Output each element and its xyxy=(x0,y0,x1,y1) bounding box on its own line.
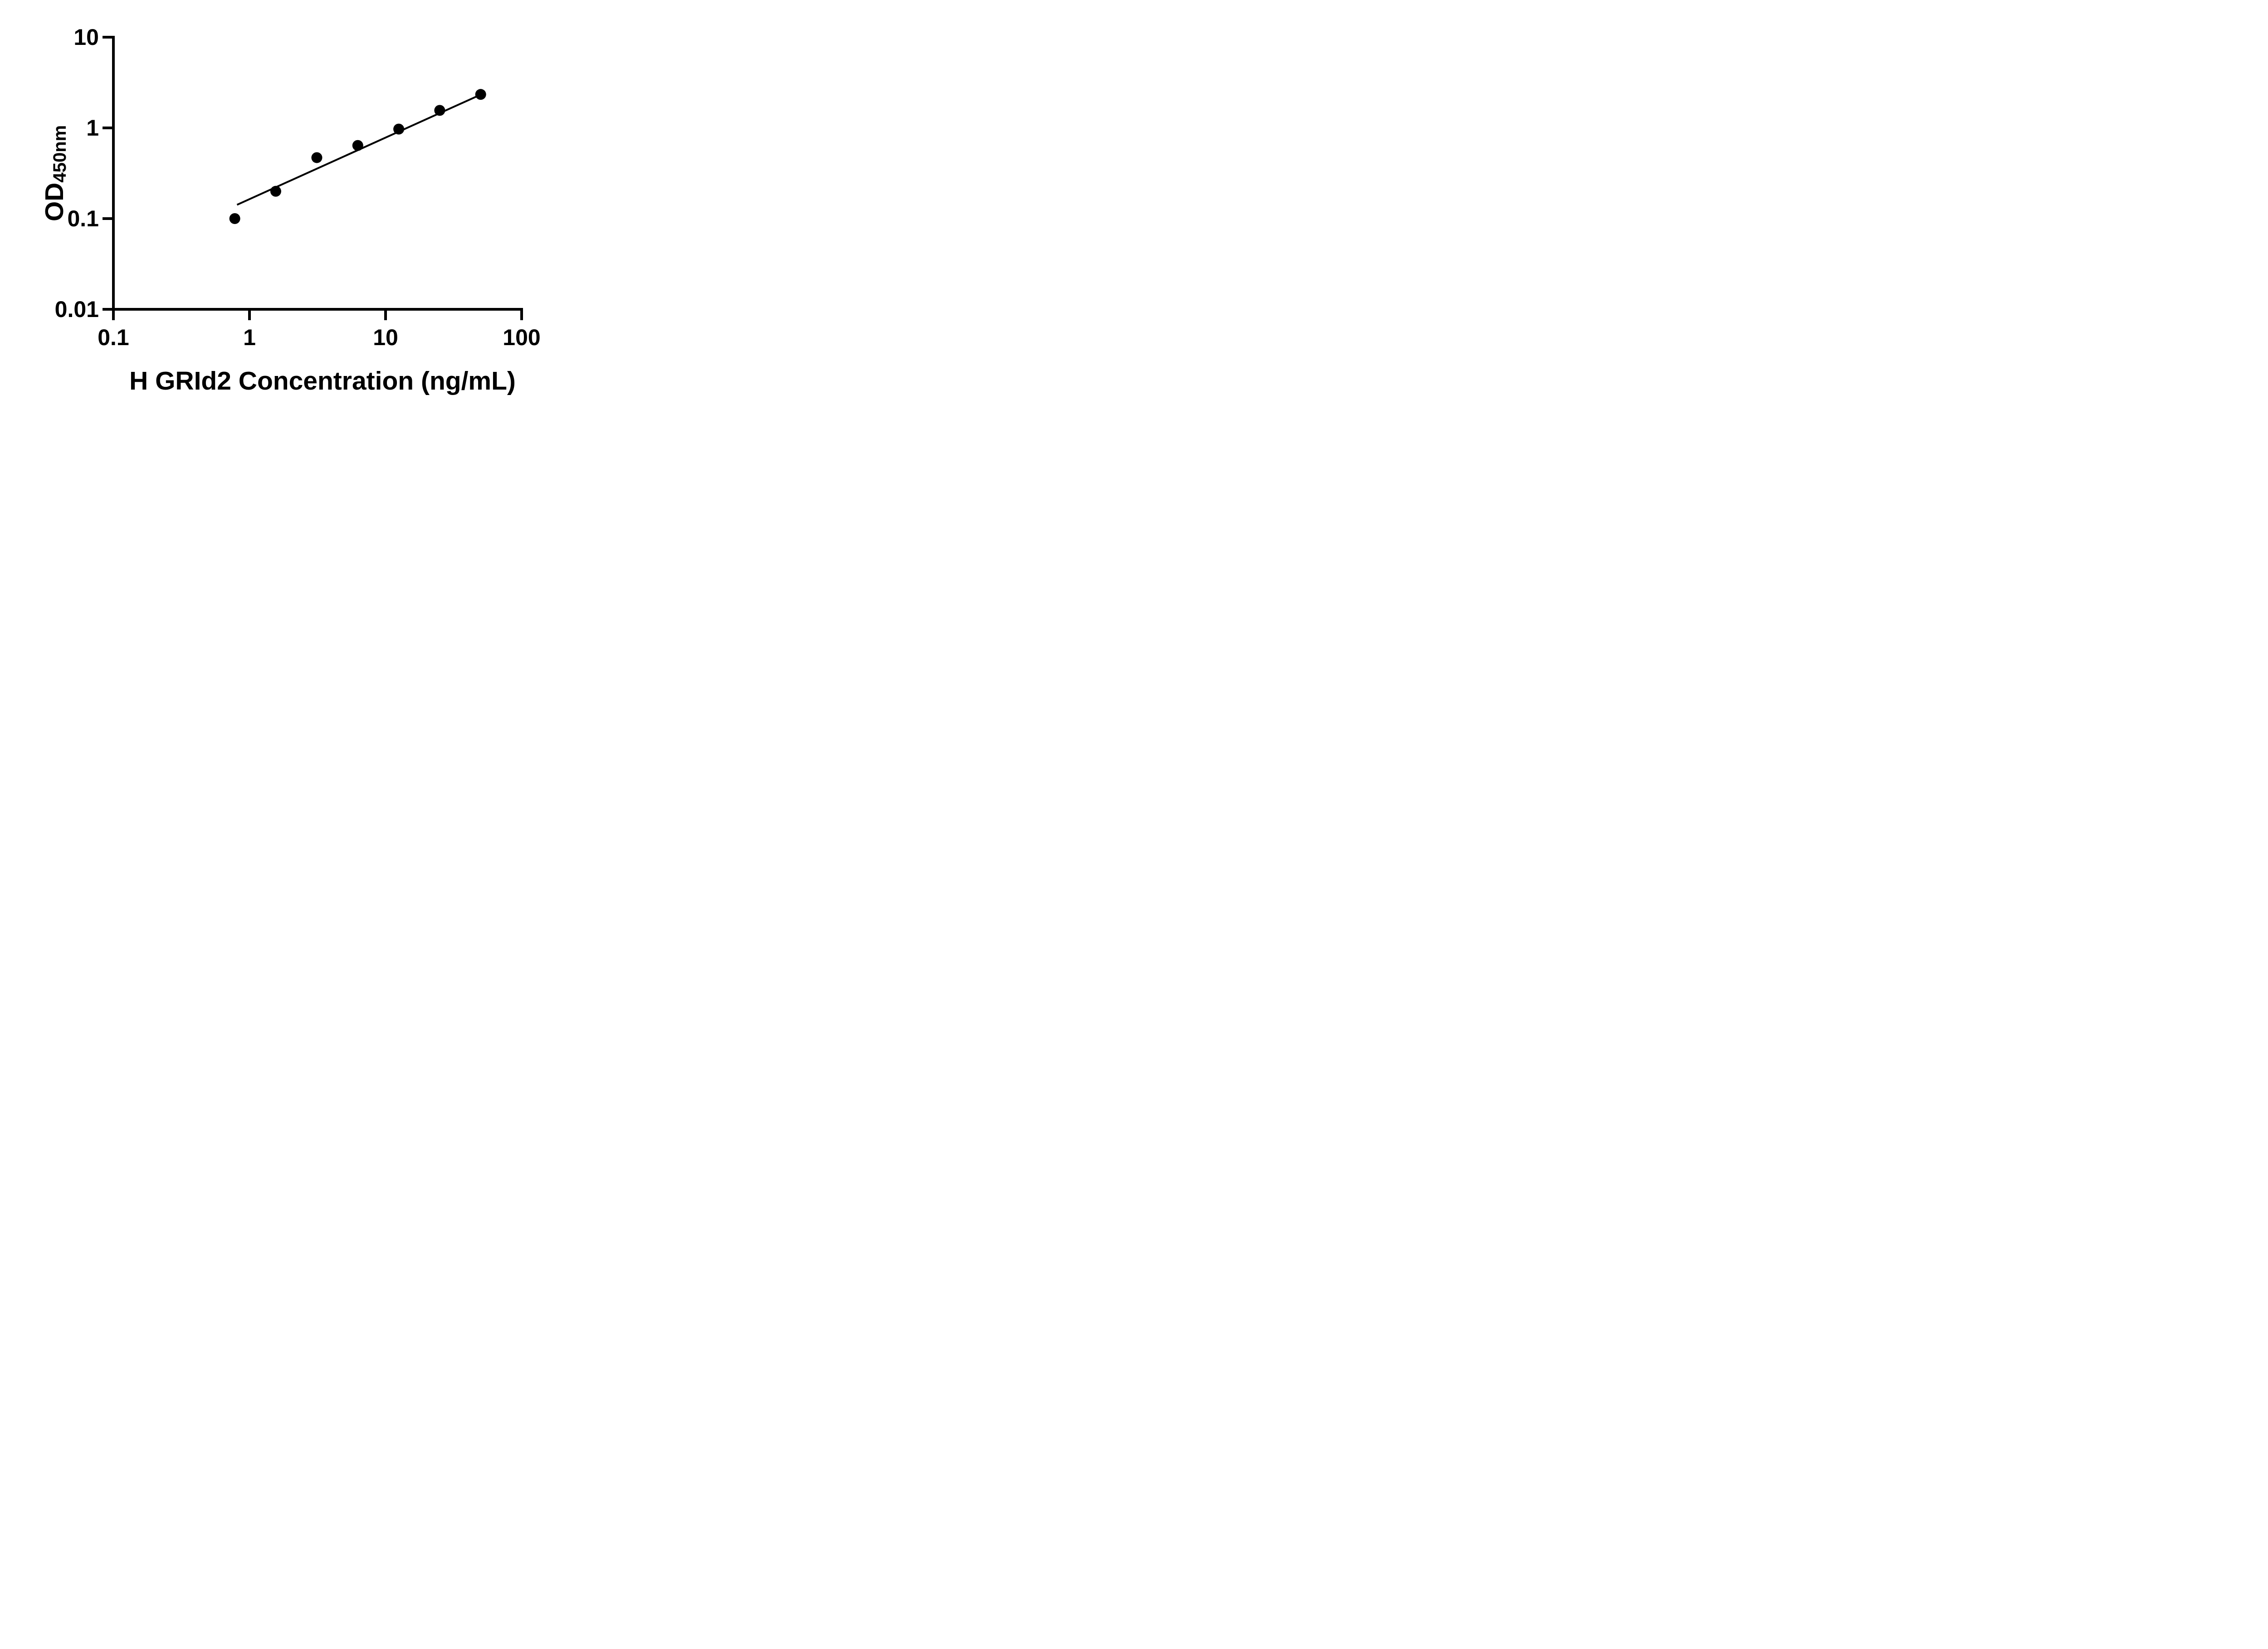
y-axis-title-main: OD xyxy=(40,183,69,222)
y-tick-label: 0.01 xyxy=(55,297,99,322)
x-tick-label: 1 xyxy=(243,325,256,350)
data-point xyxy=(434,105,445,116)
y-tick-label: 0.1 xyxy=(67,206,99,231)
data-point xyxy=(393,123,405,135)
data-point xyxy=(352,140,363,151)
data-point xyxy=(229,213,240,224)
y-axis-title: OD450nm xyxy=(40,125,70,221)
x-tick-label: 10 xyxy=(373,325,398,350)
axis-layer xyxy=(112,36,523,311)
elisa-standard-curve-figure: 0.1 1 10 100 10 1 0.1 0.01 H GRId2 Concentratio… xyxy=(0,0,587,412)
y-axis-title-subscript: 450nm xyxy=(50,125,70,183)
y-tick-label: 10 xyxy=(73,24,99,50)
tick-layer xyxy=(103,36,523,320)
x-axis-title: H GRId2 Concentration (ng/mL) xyxy=(129,366,516,395)
x-tick-label: 0.1 xyxy=(98,325,129,350)
data-point-layer xyxy=(229,89,486,224)
data-point xyxy=(311,152,323,163)
x-tick-label: 100 xyxy=(503,325,540,350)
chart-canvas: 0.1 1 10 100 10 1 0.1 0.01 H GRId2 Concentratio… xyxy=(40,24,541,395)
data-point xyxy=(270,185,281,197)
tick-label-layer: 0.1 1 10 100 10 1 0.1 0.01 xyxy=(55,24,541,350)
data-point xyxy=(475,89,486,100)
y-tick-label: 1 xyxy=(86,115,99,141)
